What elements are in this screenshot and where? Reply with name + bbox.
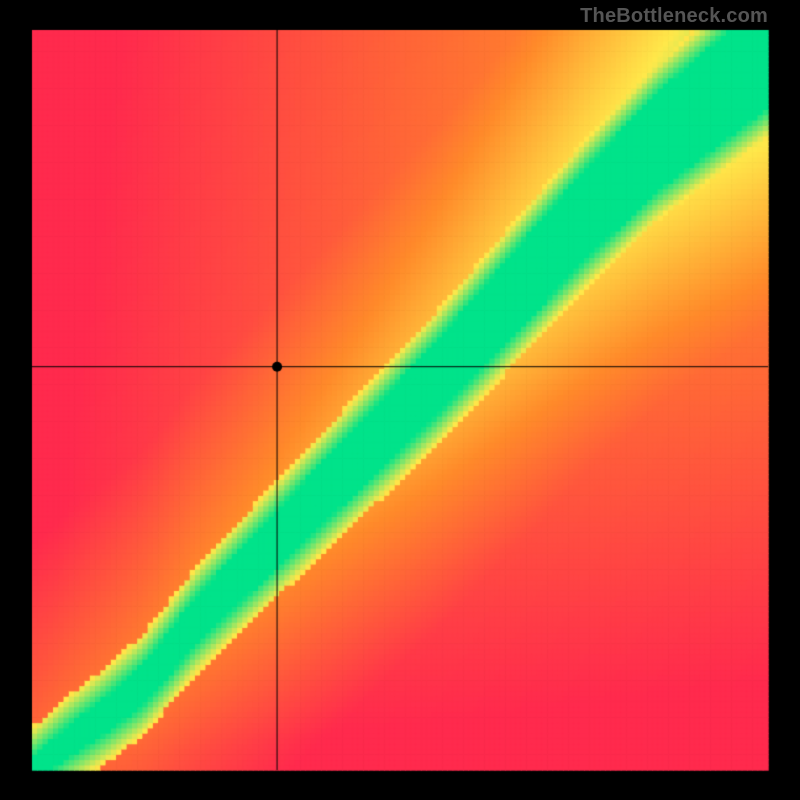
watermark-text: TheBottleneck.com [580, 5, 768, 28]
chart-container: TheBottleneck.com [0, 0, 800, 800]
heatmap-canvas [0, 0, 800, 800]
